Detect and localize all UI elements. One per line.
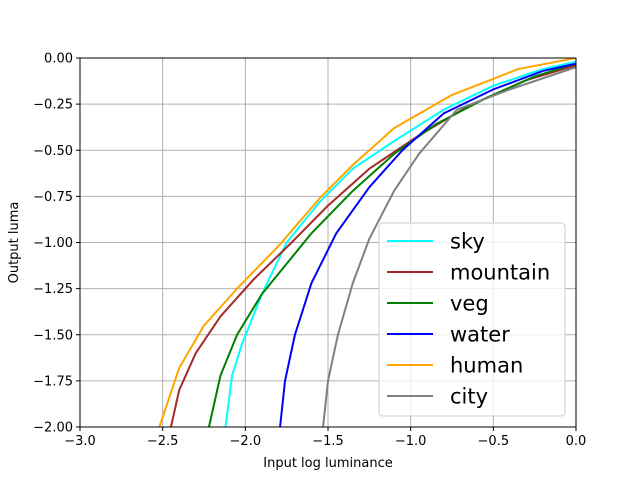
y-tick-label: −0.50 bbox=[33, 144, 73, 159]
y-tick-label: −1.50 bbox=[33, 328, 73, 343]
legend-label-human: human bbox=[450, 354, 523, 378]
y-tick-label: −2.00 bbox=[33, 421, 73, 436]
legend: sky mountain veg water human city bbox=[378, 222, 566, 417]
legend-label-city: city bbox=[450, 385, 488, 409]
plot-lines bbox=[158, 58, 576, 427]
x-tick-label: −1.0 bbox=[395, 434, 427, 449]
series-line-city bbox=[322, 66, 576, 427]
y-tick-label: −1.25 bbox=[33, 282, 73, 297]
x-tick-label: −2.0 bbox=[230, 434, 262, 449]
y-axis-label: Output luma bbox=[7, 202, 22, 284]
legend-label-veg: veg bbox=[450, 292, 489, 316]
legend-label-sky: sky bbox=[450, 230, 485, 254]
y-tick-label: 0.00 bbox=[44, 52, 73, 67]
x-tick-label: −0.5 bbox=[478, 434, 510, 449]
x-axis-label: Input log luminance bbox=[263, 456, 392, 471]
y-tick-label: −1.00 bbox=[33, 236, 73, 251]
y-tick-label: −1.75 bbox=[33, 374, 73, 389]
x-tick-label: 0.0 bbox=[566, 434, 587, 449]
series-line-sky bbox=[224, 60, 576, 427]
x-tick-label: −1.5 bbox=[312, 434, 344, 449]
x-tick-label: −3.0 bbox=[64, 434, 96, 449]
series-line-human bbox=[158, 58, 576, 427]
axis-ticks: −3.0 −2.5 −2.0 −1.5 −1.0 −0.5 0.0 0.00 −0.25 −0.5… bbox=[33, 52, 586, 450]
x-tick-label: −2.5 bbox=[147, 434, 179, 449]
legend-label-water: water bbox=[450, 323, 510, 347]
y-tick-label: −0.75 bbox=[33, 190, 73, 205]
series-line-veg bbox=[207, 62, 576, 427]
series-line-water bbox=[279, 62, 576, 427]
legend-label-mountain: mountain bbox=[450, 261, 550, 285]
y-tick-label: −0.25 bbox=[33, 98, 73, 113]
